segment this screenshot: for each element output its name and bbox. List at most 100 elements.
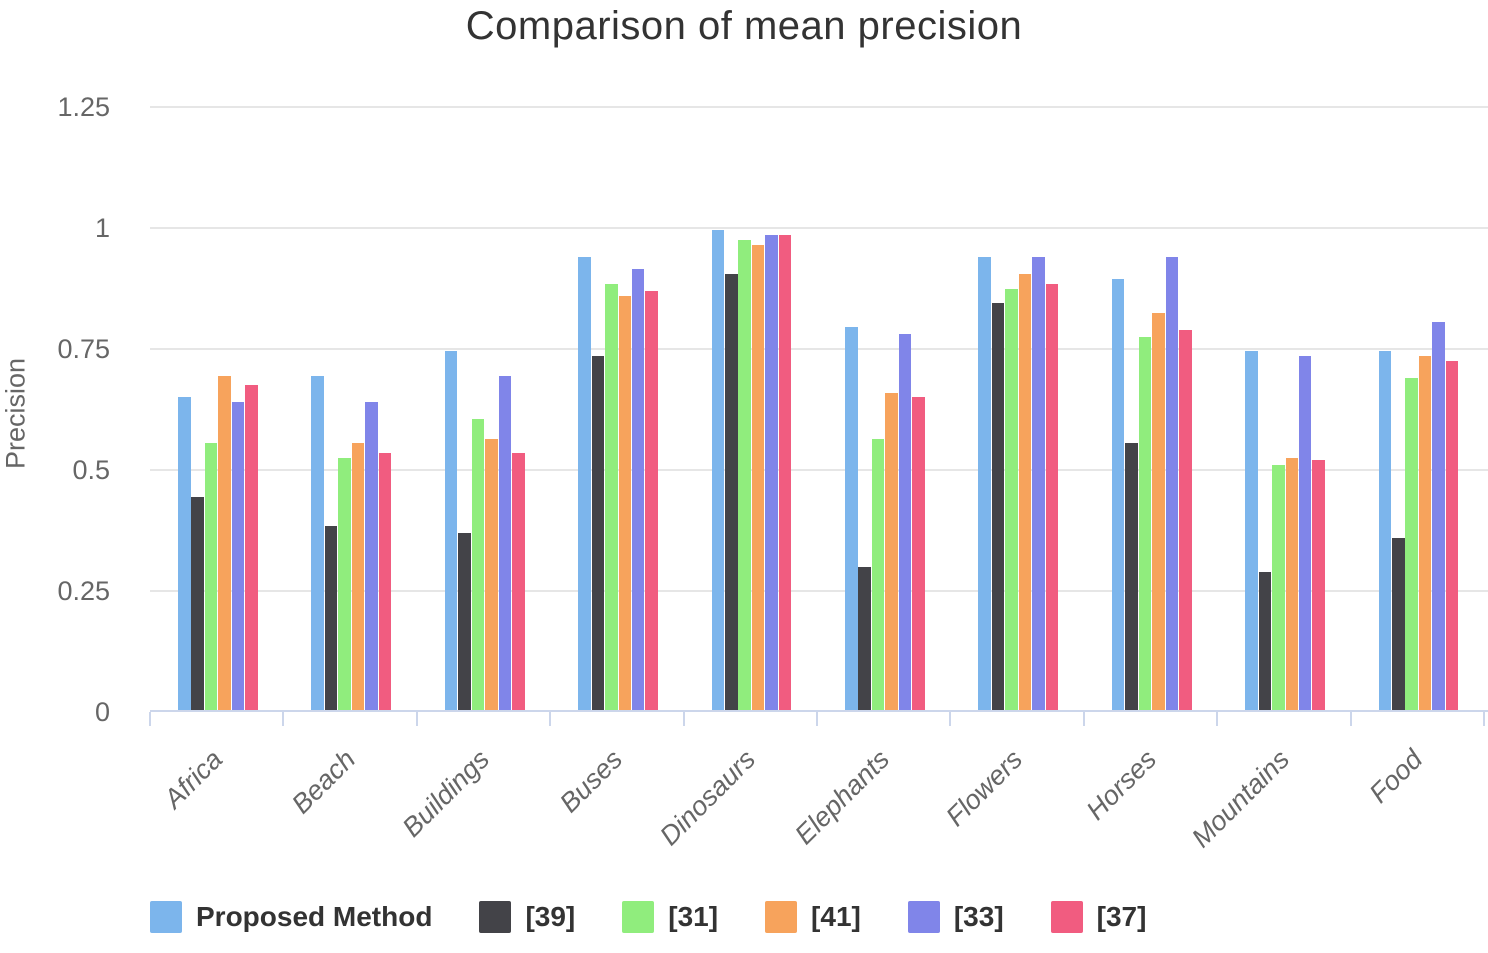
bar-group [283, 107, 416, 712]
bar[interactable] [1005, 288, 1018, 712]
legend-item-label: [41] [811, 901, 861, 932]
y-axis-tick-label: 0.75 [57, 334, 110, 364]
bar[interactable] [858, 566, 871, 712]
legend-item-label: [39] [525, 901, 576, 932]
chart-title: Comparison of mean precision [465, 4, 1023, 48]
legend-item[interactable]: [31] [622, 901, 718, 933]
bar[interactable] [218, 375, 231, 712]
bar[interactable] [485, 438, 498, 712]
x-axis-tick [816, 712, 818, 726]
bar[interactable] [1298, 356, 1312, 712]
bar[interactable] [351, 443, 365, 712]
bar[interactable] [591, 356, 605, 712]
bar[interactable] [444, 351, 458, 712]
bar[interactable] [1138, 336, 1152, 712]
bar[interactable] [178, 397, 191, 712]
legend-swatch [622, 901, 655, 933]
legend-swatch [1050, 901, 1083, 933]
bar[interactable] [1405, 378, 1418, 712]
bar[interactable] [725, 273, 738, 712]
legend-swatch [907, 901, 940, 933]
bar[interactable] [618, 295, 632, 712]
bar[interactable] [711, 230, 725, 712]
bar[interactable] [1258, 571, 1272, 712]
bar[interactable] [751, 244, 765, 712]
bar[interactable] [1111, 278, 1125, 712]
bar[interactable] [978, 257, 991, 712]
bar[interactable] [1445, 361, 1459, 712]
bar[interactable] [191, 496, 204, 712]
bar[interactable] [1418, 356, 1432, 712]
x-axis-tick [1483, 712, 1485, 726]
bar[interactable] [311, 375, 324, 712]
bar[interactable] [1165, 257, 1179, 712]
gridline [150, 227, 1488, 229]
gridline [150, 590, 1488, 592]
bar[interactable] [578, 257, 591, 712]
bar[interactable] [1378, 351, 1392, 712]
x-axis-tick [682, 712, 685, 726]
bar[interactable] [738, 240, 751, 712]
legend-swatch [765, 901, 798, 933]
bar[interactable] [645, 290, 658, 712]
x-axis-tick [1082, 712, 1085, 726]
legend-item[interactable]: Proposed Method [150, 901, 432, 933]
bar-group [1084, 107, 1217, 712]
bar-group [1351, 107, 1484, 712]
legend-item[interactable]: [37] [1050, 901, 1146, 933]
bar[interactable] [324, 525, 338, 712]
x-axis-tick [1216, 712, 1219, 726]
x-axis-tick [949, 712, 952, 726]
bar[interactable] [871, 438, 885, 712]
bar[interactable] [471, 419, 485, 712]
bar-group [684, 107, 817, 712]
bar[interactable] [231, 402, 245, 712]
x-axis-line [150, 710, 1488, 712]
bar[interactable] [1179, 329, 1192, 712]
bar[interactable] [365, 402, 378, 712]
bar[interactable] [1312, 460, 1325, 712]
bar-group [950, 107, 1083, 712]
bar[interactable] [378, 453, 392, 712]
bar[interactable] [1392, 537, 1405, 712]
legend: Proposed Method [39] [31] [41] [33] [37] [150, 901, 1146, 933]
legend-item[interactable]: [33] [907, 901, 1004, 933]
x-axis-tick [282, 712, 285, 726]
bar[interactable] [885, 392, 898, 712]
bar[interactable] [458, 532, 471, 712]
bar[interactable] [765, 235, 778, 712]
x-axis-tick [549, 712, 552, 726]
bar[interactable] [1285, 457, 1299, 712]
bar[interactable] [1272, 465, 1285, 712]
bar[interactable] [1152, 312, 1165, 712]
bar[interactable] [1245, 351, 1258, 712]
bar[interactable] [245, 385, 258, 712]
x-axis-tick [1349, 712, 1352, 726]
bar[interactable] [991, 303, 1005, 712]
legend-item[interactable]: [39] [479, 901, 575, 933]
bar[interactable] [338, 457, 351, 712]
bar[interactable] [1018, 273, 1032, 712]
bar-group [550, 107, 683, 712]
y-axis-tick-label: 0.5 [72, 455, 110, 485]
x-axis-category-label: Food [1363, 744, 1429, 809]
bar[interactable] [1125, 443, 1138, 712]
y-axis-tick-label: 1 [94, 213, 110, 243]
bar[interactable] [631, 269, 645, 712]
bar[interactable] [845, 327, 858, 712]
bar[interactable] [498, 375, 512, 712]
legend-item[interactable]: [41] [765, 901, 861, 933]
bar[interactable] [912, 397, 925, 712]
bar[interactable] [204, 443, 218, 712]
bar[interactable] [898, 334, 912, 712]
bar[interactable] [1032, 257, 1045, 712]
bar[interactable] [1045, 283, 1059, 712]
bar[interactable] [1432, 322, 1445, 712]
bar[interactable] [778, 235, 792, 712]
bar[interactable] [605, 283, 618, 712]
y-axis-tick-label: 0.25 [57, 576, 110, 606]
legend-item-label: Proposed Method [196, 901, 433, 932]
y-axis-tick-label: 1.25 [57, 92, 110, 122]
bar[interactable] [512, 453, 525, 712]
